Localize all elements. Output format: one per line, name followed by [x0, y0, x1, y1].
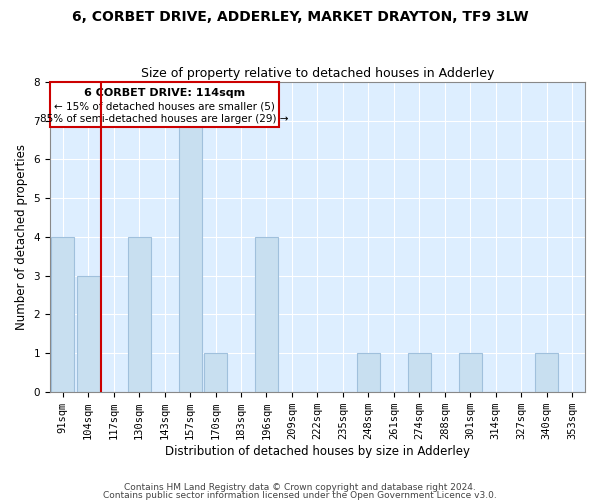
Text: 85% of semi-detached houses are larger (29) →: 85% of semi-detached houses are larger (…: [40, 114, 289, 124]
Bar: [51, 237, 74, 392]
Bar: [255, 237, 278, 392]
Bar: [204, 353, 227, 392]
Bar: [357, 353, 380, 392]
Bar: [408, 353, 431, 392]
Text: Contains HM Land Registry data © Crown copyright and database right 2024.: Contains HM Land Registry data © Crown c…: [124, 484, 476, 492]
X-axis label: Distribution of detached houses by size in Adderley: Distribution of detached houses by size …: [165, 444, 470, 458]
Title: Size of property relative to detached houses in Adderley: Size of property relative to detached ho…: [141, 66, 494, 80]
Text: 6, CORBET DRIVE, ADDERLEY, MARKET DRAYTON, TF9 3LW: 6, CORBET DRIVE, ADDERLEY, MARKET DRAYTO…: [71, 10, 529, 24]
Bar: [77, 276, 100, 392]
Bar: [128, 237, 151, 392]
Text: Contains public sector information licensed under the Open Government Licence v3: Contains public sector information licen…: [103, 490, 497, 500]
FancyBboxPatch shape: [50, 82, 279, 126]
Bar: [459, 353, 482, 392]
Text: 6 CORBET DRIVE: 114sqm: 6 CORBET DRIVE: 114sqm: [84, 88, 245, 98]
Text: ← 15% of detached houses are smaller (5): ← 15% of detached houses are smaller (5): [54, 101, 275, 111]
Y-axis label: Number of detached properties: Number of detached properties: [15, 144, 28, 330]
Bar: [179, 121, 202, 392]
Bar: [535, 353, 558, 392]
